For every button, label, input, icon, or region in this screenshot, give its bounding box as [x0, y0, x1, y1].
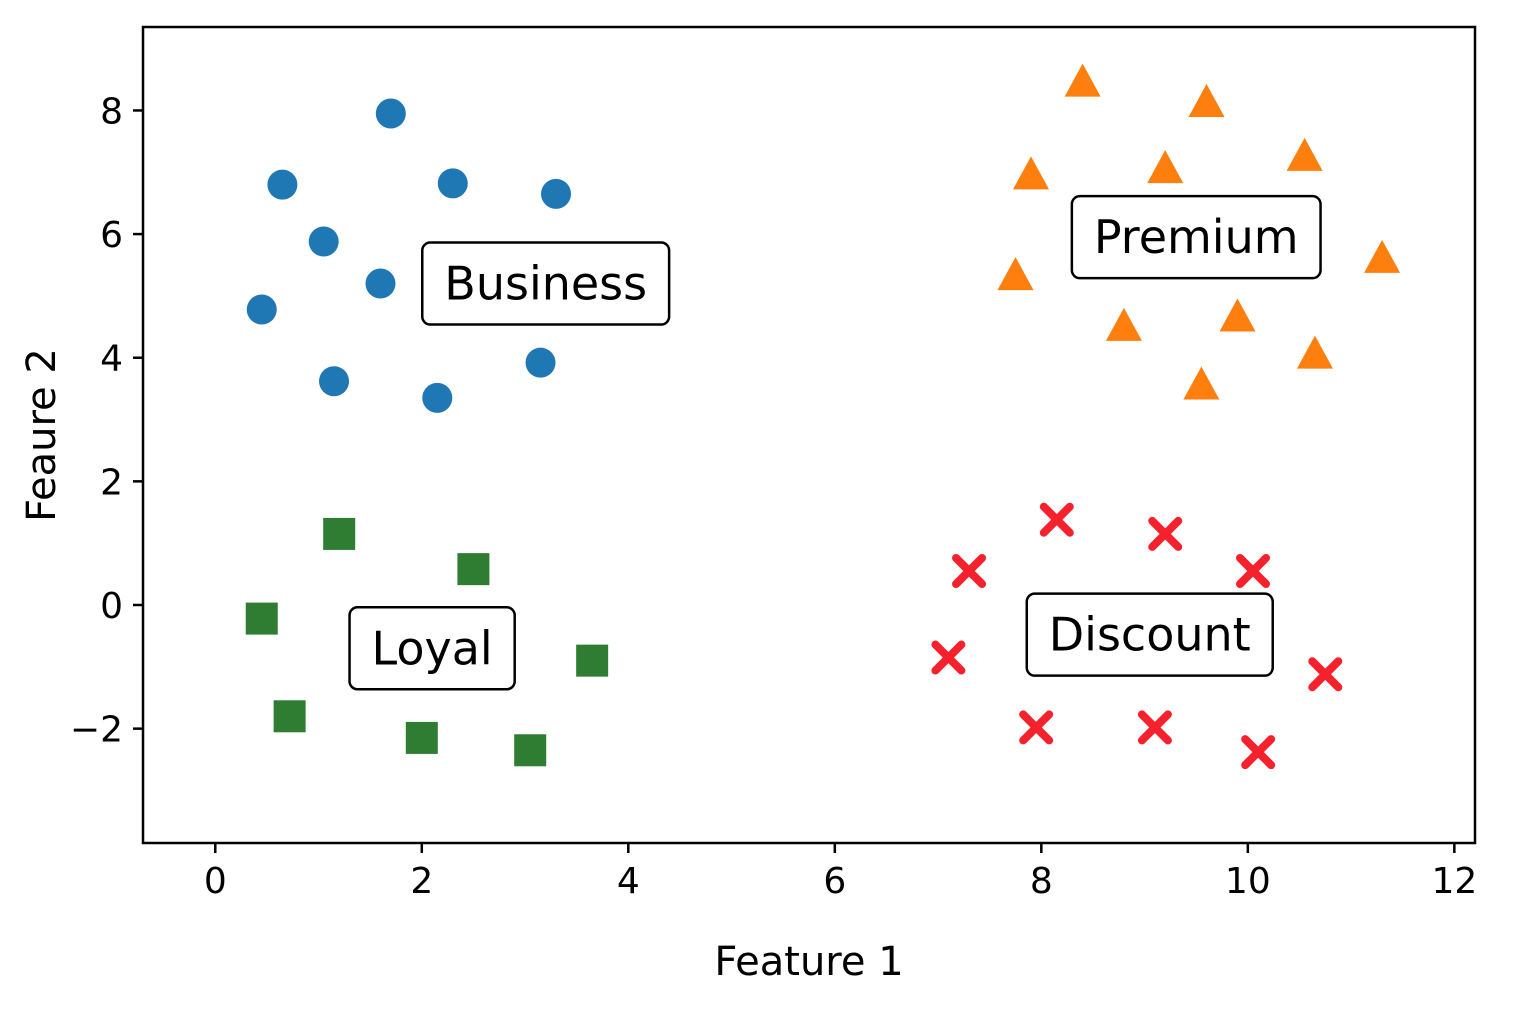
- discount-point: [1236, 554, 1270, 588]
- y-tick-label: 8: [100, 91, 123, 132]
- premium-point: [1064, 63, 1101, 97]
- discount-point: [1308, 657, 1343, 692]
- cluster-labels: Business Premium Loyal Discount: [348, 194, 1322, 691]
- y-tick-label: 4: [100, 339, 123, 380]
- premium-point: [1183, 366, 1220, 400]
- business-point: [246, 294, 277, 325]
- x-tick-label: 2: [410, 861, 433, 902]
- x-tick-label: 10: [1225, 861, 1271, 902]
- loyal-point: [245, 602, 278, 635]
- plot-background: [143, 27, 1475, 843]
- discount-point: [1039, 502, 1074, 537]
- loyal-point: [457, 553, 490, 586]
- business-point: [541, 178, 572, 209]
- discount-point: [931, 640, 966, 675]
- loyal-point: [273, 700, 306, 733]
- discount-point: [1019, 710, 1054, 745]
- y-tick-label: 0: [100, 586, 123, 627]
- svg-text:Loyal: Loyal: [372, 621, 493, 675]
- svg-text:Premium: Premium: [1094, 210, 1299, 264]
- premium-point: [1147, 150, 1184, 184]
- discount-cluster-label: Discount: [1025, 592, 1274, 677]
- premium-point: [1219, 298, 1256, 332]
- loyal-point: [514, 734, 547, 767]
- premium-point: [1296, 335, 1333, 369]
- x-tick-label: 6: [823, 861, 846, 902]
- premium-point: [1013, 156, 1049, 190]
- x-tick-label: 8: [1030, 861, 1053, 902]
- x-tick-label: 4: [617, 861, 640, 902]
- axis-ticks: 0 2 4 6 8 10 12 −2 0 2 4 6 8: [70, 91, 1477, 902]
- business-point: [422, 382, 453, 413]
- premium-point: [997, 257, 1034, 291]
- x-tick-label: 12: [1431, 861, 1477, 902]
- loyal-cluster-label: Loyal: [348, 606, 516, 691]
- premium-cluster-label: Premium: [1070, 194, 1322, 280]
- y-tick-label: 6: [100, 215, 123, 256]
- business-cluster-label: Business: [421, 241, 671, 326]
- business-point: [525, 347, 556, 378]
- premium-point: [1286, 137, 1323, 171]
- y-tick-label: −2: [70, 710, 123, 751]
- data-points: [245, 63, 1401, 770]
- loyal-point: [405, 721, 438, 754]
- svg-text:Discount: Discount: [1049, 608, 1251, 662]
- discount-point: [952, 554, 987, 588]
- plot-frame: [141, 25, 1477, 845]
- premium-point: [1364, 239, 1401, 273]
- discount-point: [1137, 710, 1172, 745]
- y-axis-title: Feaure 2: [19, 348, 65, 522]
- business-point: [365, 268, 396, 299]
- svg-text:Business: Business: [444, 257, 647, 311]
- business-point: [267, 169, 298, 200]
- business-point: [319, 366, 350, 397]
- business-point: [308, 226, 339, 257]
- business-point: [437, 168, 468, 199]
- business-point: [375, 98, 406, 129]
- discount-point: [1241, 735, 1276, 770]
- x-axis-title: Feature 1: [714, 939, 903, 985]
- x-tick-label: 0: [204, 861, 227, 902]
- loyal-point: [576, 644, 609, 677]
- loyal-point: [323, 517, 356, 550]
- premium-point: [1105, 307, 1142, 341]
- premium-point: [1188, 84, 1225, 118]
- y-tick-label: 2: [100, 462, 123, 503]
- discount-point: [1148, 516, 1183, 551]
